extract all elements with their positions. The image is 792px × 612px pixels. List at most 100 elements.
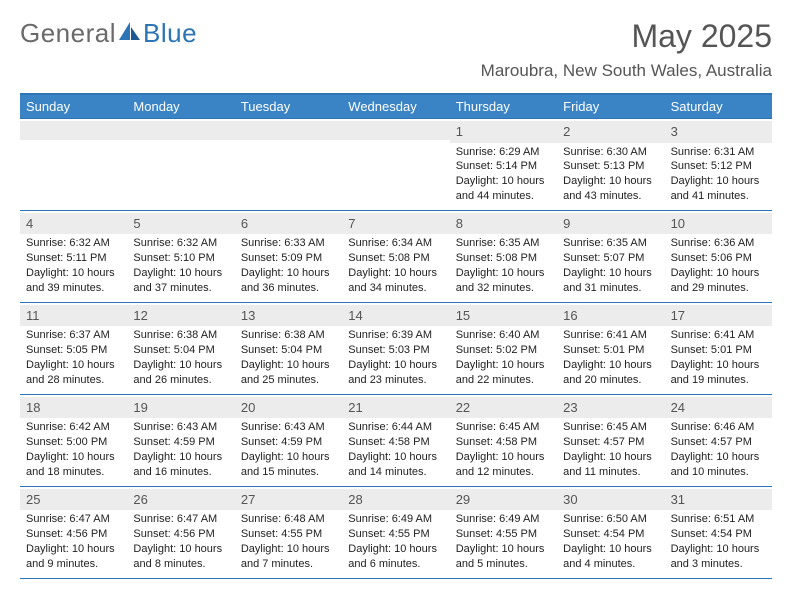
day-detail-line: Daylight: 10 hours [348, 450, 443, 465]
day-detail-line: Daylight: 10 hours [563, 450, 658, 465]
day-detail-line: Sunset: 5:03 PM [348, 343, 443, 358]
day-number: 27 [235, 489, 342, 511]
calendar-cell: 27Sunrise: 6:48 AMSunset: 4:55 PMDayligh… [235, 487, 342, 578]
day-detail-line: and 26 minutes. [133, 373, 228, 388]
brand-part1: General [20, 18, 116, 49]
dow-mon: Monday [127, 95, 234, 118]
day-detail-line: Sunrise: 6:51 AM [671, 512, 766, 527]
day-detail-line: Sunset: 5:12 PM [671, 159, 766, 174]
dow-sun: Sunday [20, 95, 127, 118]
day-detail-line: Sunset: 5:01 PM [563, 343, 658, 358]
day-detail-line: and 44 minutes. [456, 189, 551, 204]
dow-tue: Tuesday [235, 95, 342, 118]
day-number: 28 [342, 489, 449, 511]
day-detail-line: Daylight: 10 hours [241, 542, 336, 557]
day-detail-line: and 16 minutes. [133, 465, 228, 480]
day-number: 18 [20, 397, 127, 419]
day-number: 12 [127, 305, 234, 327]
day-detail-line: Sunset: 4:55 PM [241, 527, 336, 542]
day-detail-line: Daylight: 10 hours [26, 358, 121, 373]
day-number: 20 [235, 397, 342, 419]
day-detail-line: Daylight: 10 hours [348, 358, 443, 373]
calendar-cell: 1Sunrise: 6:29 AMSunset: 5:14 PMDaylight… [450, 119, 557, 210]
calendar-cell: 30Sunrise: 6:50 AMSunset: 4:54 PMDayligh… [557, 487, 664, 578]
day-detail-line: Daylight: 10 hours [26, 542, 121, 557]
day-number: 30 [557, 489, 664, 511]
day-detail-line: Sunset: 5:14 PM [456, 159, 551, 174]
day-number: 5 [127, 213, 234, 235]
calendar-cell: 22Sunrise: 6:45 AMSunset: 4:58 PMDayligh… [450, 395, 557, 486]
day-detail-line: Sunrise: 6:42 AM [26, 420, 121, 435]
day-detail-line: and 14 minutes. [348, 465, 443, 480]
day-detail-line: and 20 minutes. [563, 373, 658, 388]
calendar-cell: 13Sunrise: 6:38 AMSunset: 5:04 PMDayligh… [235, 303, 342, 394]
calendar-cell: 17Sunrise: 6:41 AMSunset: 5:01 PMDayligh… [665, 303, 772, 394]
calendar-cell: 28Sunrise: 6:49 AMSunset: 4:55 PMDayligh… [342, 487, 449, 578]
day-number: 2 [557, 121, 664, 143]
day-detail-line: Sunrise: 6:44 AM [348, 420, 443, 435]
day-detail-line: Daylight: 10 hours [348, 542, 443, 557]
day-detail-line: Sunrise: 6:32 AM [26, 236, 121, 251]
brand-part2: Blue [143, 18, 197, 49]
day-detail-line: and 18 minutes. [26, 465, 121, 480]
day-detail-line: Sunrise: 6:38 AM [133, 328, 228, 343]
day-detail-line: Sunset: 4:59 PM [133, 435, 228, 450]
day-detail-line: Sunrise: 6:43 AM [133, 420, 228, 435]
day-detail-line: Daylight: 10 hours [563, 358, 658, 373]
calendar-week: 11Sunrise: 6:37 AMSunset: 5:05 PMDayligh… [20, 302, 772, 394]
day-number: 14 [342, 305, 449, 327]
day-detail-line: Sunset: 4:58 PM [348, 435, 443, 450]
day-detail-line: Sunset: 5:06 PM [671, 251, 766, 266]
day-detail-line: and 10 minutes. [671, 465, 766, 480]
day-number: 23 [557, 397, 664, 419]
day-detail-line: Sunrise: 6:35 AM [563, 236, 658, 251]
calendar-week: 4Sunrise: 6:32 AMSunset: 5:11 PMDaylight… [20, 210, 772, 302]
day-detail-line: Sunset: 4:59 PM [241, 435, 336, 450]
day-detail-line: and 5 minutes. [456, 557, 551, 572]
day-detail-line: Daylight: 10 hours [563, 266, 658, 281]
day-detail-line: Sunrise: 6:40 AM [456, 328, 551, 343]
calendar-cell [20, 119, 127, 210]
day-detail-line: and 23 minutes. [348, 373, 443, 388]
calendar-cell: 19Sunrise: 6:43 AMSunset: 4:59 PMDayligh… [127, 395, 234, 486]
day-detail-line: Daylight: 10 hours [456, 266, 551, 281]
calendar-week: 25Sunrise: 6:47 AMSunset: 4:56 PMDayligh… [20, 486, 772, 579]
day-detail-line: Daylight: 10 hours [241, 266, 336, 281]
title-block: May 2025 Maroubra, New South Wales, Aust… [481, 18, 772, 81]
dow-wed: Wednesday [342, 95, 449, 118]
day-number: 8 [450, 213, 557, 235]
day-detail-line: Sunrise: 6:41 AM [671, 328, 766, 343]
day-detail-line: Sunrise: 6:50 AM [563, 512, 658, 527]
day-detail-line: Sunset: 4:54 PM [671, 527, 766, 542]
day-detail-line: Daylight: 10 hours [563, 542, 658, 557]
day-detail-line: Sunrise: 6:30 AM [563, 145, 658, 160]
day-number: 31 [665, 489, 772, 511]
day-detail-line: Sunset: 5:13 PM [563, 159, 658, 174]
day-detail-line: and 3 minutes. [671, 557, 766, 572]
day-detail-line: Sunrise: 6:36 AM [671, 236, 766, 251]
day-detail-line: Sunrise: 6:38 AM [241, 328, 336, 343]
calendar-week: 18Sunrise: 6:42 AMSunset: 5:00 PMDayligh… [20, 394, 772, 486]
day-detail-line: Sunset: 5:11 PM [26, 251, 121, 266]
day-detail-line: Sunset: 4:57 PM [671, 435, 766, 450]
day-number [235, 121, 342, 140]
calendar-cell: 3Sunrise: 6:31 AMSunset: 5:12 PMDaylight… [665, 119, 772, 210]
day-detail-line: Sunrise: 6:33 AM [241, 236, 336, 251]
day-detail-line: and 37 minutes. [133, 281, 228, 296]
day-detail-line: Daylight: 10 hours [671, 174, 766, 189]
day-number: 21 [342, 397, 449, 419]
calendar-cell: 4Sunrise: 6:32 AMSunset: 5:11 PMDaylight… [20, 211, 127, 302]
day-detail-line: Sunset: 5:07 PM [563, 251, 658, 266]
day-number: 19 [127, 397, 234, 419]
day-detail-line: Daylight: 10 hours [671, 450, 766, 465]
weeks-container: 1Sunrise: 6:29 AMSunset: 5:14 PMDaylight… [20, 118, 772, 579]
calendar-cell: 8Sunrise: 6:35 AMSunset: 5:08 PMDaylight… [450, 211, 557, 302]
calendar-cell: 20Sunrise: 6:43 AMSunset: 4:59 PMDayligh… [235, 395, 342, 486]
header: General Blue May 2025 Maroubra, New Sout… [20, 18, 772, 81]
day-detail-line: Sunrise: 6:31 AM [671, 145, 766, 160]
day-detail-line: Sunset: 4:58 PM [456, 435, 551, 450]
day-detail-line: Daylight: 10 hours [241, 450, 336, 465]
day-detail-line: and 4 minutes. [563, 557, 658, 572]
day-number: 22 [450, 397, 557, 419]
day-number: 6 [235, 213, 342, 235]
